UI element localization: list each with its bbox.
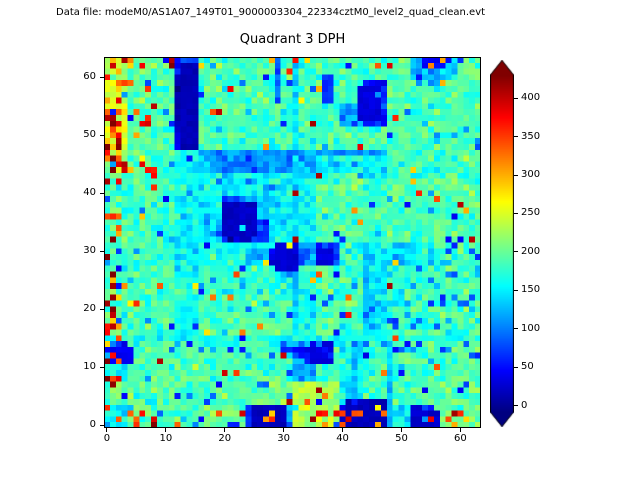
x-tick-label: 40 xyxy=(336,433,349,444)
y-tick-mark xyxy=(100,192,104,194)
x-tick-label: 0 xyxy=(103,433,111,444)
y-tick-label: 60 xyxy=(83,71,96,83)
y-tick-label: 40 xyxy=(83,187,96,199)
colorbar-tick-label: 150 xyxy=(521,284,541,296)
y-tick-label: 30 xyxy=(83,245,96,257)
colorbar-tick-label: 50 xyxy=(521,361,534,373)
colorbar-tick-label: 350 xyxy=(521,130,541,142)
y-tick-mark xyxy=(100,76,104,78)
x-tick-label: 60 xyxy=(454,433,467,444)
heatmap-canvas xyxy=(104,57,481,428)
colorbar-tick-label: 300 xyxy=(521,169,541,181)
colorbar-tick-mark xyxy=(514,212,518,214)
y-tick-mark xyxy=(100,250,104,252)
x-tick-mark xyxy=(342,428,344,432)
x-tick-mark xyxy=(459,428,461,432)
colorbar-tick-mark xyxy=(514,97,518,99)
y-tick-label: 50 xyxy=(83,129,96,141)
colorbar-tick-mark xyxy=(514,174,518,176)
colorbar-tick-mark xyxy=(514,289,518,291)
plot-title: Quadrant 3 DPH xyxy=(239,32,346,47)
y-tick-label: 10 xyxy=(83,361,96,373)
x-tick-label: 20 xyxy=(218,433,232,444)
x-tick-mark xyxy=(400,428,402,432)
y-tick-mark xyxy=(100,366,104,368)
data-file-annotation: Data file: modeM0/AS1A07_149T01_90000033… xyxy=(56,7,486,18)
y-tick-mark xyxy=(100,134,104,136)
colorbar-tick-mark xyxy=(514,405,518,407)
y-tick-mark xyxy=(100,308,104,310)
colorbar-tick-label: 200 xyxy=(521,245,541,257)
y-tick-mark xyxy=(100,424,104,426)
colorbar-tick-mark xyxy=(514,251,518,253)
x-tick-mark xyxy=(224,428,226,432)
x-tick-mark xyxy=(165,428,167,432)
y-tick-label: 0 xyxy=(89,419,96,431)
colorbar-tick-label: 100 xyxy=(521,322,541,334)
colorbar-tick-mark xyxy=(514,136,518,138)
y-tick-label: 20 xyxy=(83,303,96,315)
colorbar-tick-mark xyxy=(514,366,518,368)
x-tick-label: 30 xyxy=(277,433,291,444)
x-tick-label: 50 xyxy=(395,433,408,444)
colorbar-tick-label: 250 xyxy=(521,207,541,219)
x-tick-mark xyxy=(106,428,108,432)
colorbar-canvas xyxy=(490,60,514,427)
x-tick-label: 10 xyxy=(159,433,173,444)
colorbar-tick-label: 0 xyxy=(521,399,528,411)
colorbar-tick-label: 400 xyxy=(521,92,541,104)
colorbar-tick-mark xyxy=(514,328,518,330)
x-tick-mark xyxy=(283,428,285,432)
